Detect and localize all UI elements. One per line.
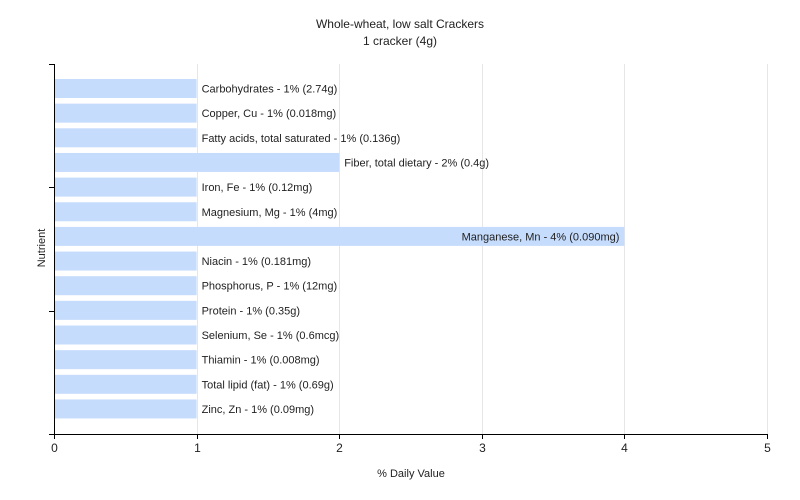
bar-label-8: Phosphorus, P - 1% (12mg) (202, 281, 338, 293)
bar-3 (54, 152, 340, 172)
bar-label-7: Niacin - 1% (0.181mg) (202, 256, 311, 268)
bar-2 (54, 128, 197, 148)
bar-6 (54, 226, 625, 246)
bar-11 (54, 350, 197, 370)
bar-4 (54, 177, 197, 197)
x-tick-label-2: 2 (336, 441, 343, 455)
chart-subtitle: 1 cracker (4g) (363, 34, 437, 48)
x-axis-label: % Daily Value (377, 468, 445, 480)
bar-5 (54, 202, 197, 222)
bar-label-13: Zinc, Zn - 1% (0.09mg) (202, 404, 314, 416)
bar-13 (54, 399, 197, 419)
x-tick-label-0: 0 (51, 441, 58, 455)
grid-lines (197, 64, 768, 434)
bar-0 (54, 79, 197, 98)
bar-label-5: Magnesium, Mg - 1% (4mg) (202, 207, 338, 219)
bar-label-12: Total lipid (fat) - 1% (0.69g) (202, 379, 334, 391)
y-axis-label: Nutrient (36, 229, 48, 268)
x-tick-label-5: 5 (764, 441, 771, 455)
bar-label-3: Fiber, total dietary - 2% (0.4g) (344, 157, 489, 169)
bar-12 (54, 374, 197, 394)
bar-label-1: Copper, Cu - 1% (0.018mg) (202, 108, 337, 120)
bar-label-10: Selenium, Se - 1% (0.6mcg) (202, 330, 340, 342)
bar-9 (54, 300, 197, 320)
axes: 0 1 2 3 4 5 (49, 64, 771, 455)
bar-label-11: Thiamin - 1% (0.008mg) (202, 355, 320, 367)
x-tick-label-1: 1 (194, 441, 201, 455)
bar-10 (54, 325, 197, 345)
bar-label-9: Protein - 1% (0.35g) (202, 305, 300, 317)
bar-label-4: Iron, Fe - 1% (0.12mg) (202, 182, 313, 194)
bar-label-0: Carbohydrates - 1% (2.74g) (202, 84, 338, 96)
bar-7 (54, 251, 197, 271)
bar-1 (54, 103, 197, 123)
x-tick-label-3: 3 (479, 441, 486, 455)
bar-label-6: Manganese, Mn - 4% (0.090mg) (462, 231, 620, 243)
bar-label-2: Fatty acids, total saturated - 1% (0.136… (202, 133, 401, 145)
bars: Carbohydrates - 1% (2.74g) Copper, Cu - 1… (54, 79, 625, 419)
chart-title: Whole-wheat, low salt Crackers (316, 17, 484, 31)
x-tick-label-4: 4 (621, 441, 628, 455)
bar-8 (54, 276, 197, 296)
